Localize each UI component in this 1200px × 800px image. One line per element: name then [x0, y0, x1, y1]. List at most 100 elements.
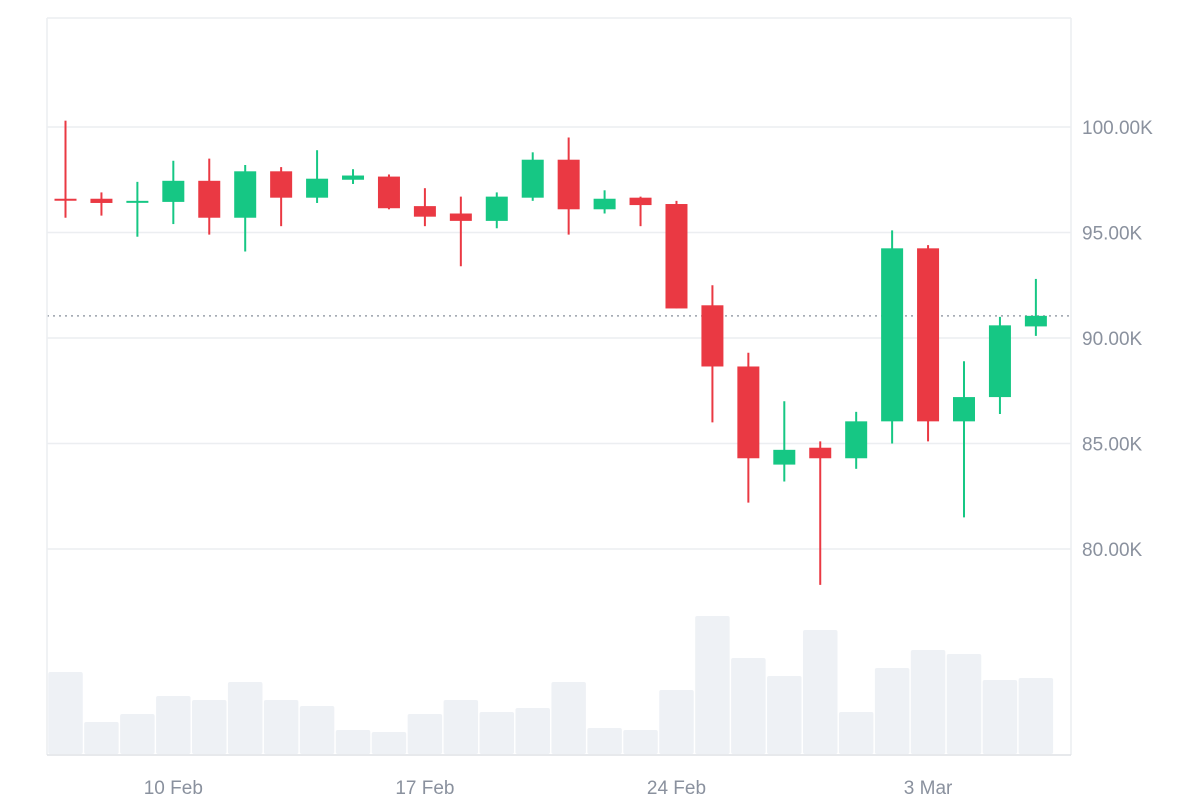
candle-body-up — [521, 159, 544, 198]
y-tick-label: 95.00K — [1082, 224, 1143, 245]
volume-bar — [515, 708, 550, 754]
candle — [413, 188, 436, 227]
volume-bar — [407, 714, 443, 754]
y-axis-labels: 80.00K 85.00K 90.00K 95.00K 100.00K — [1082, 118, 1153, 561]
volume-bar — [551, 682, 586, 754]
volume-bar — [227, 682, 263, 754]
candle-body-down — [737, 366, 760, 459]
x-tick-label: 10 Feb — [144, 778, 203, 799]
volume-bars — [48, 616, 1054, 754]
candle — [737, 352, 760, 503]
candle — [557, 137, 580, 235]
candle — [162, 160, 185, 225]
candle — [1024, 278, 1047, 336]
candle-body-down — [557, 159, 580, 210]
candle — [629, 196, 652, 227]
candle — [917, 245, 940, 442]
candle-body-up — [126, 200, 149, 203]
candle-body-down — [198, 180, 221, 218]
candle — [449, 196, 472, 267]
candle-body-down — [629, 197, 652, 206]
candle-body-down — [449, 213, 472, 221]
candle-body-down — [377, 176, 400, 209]
volume-bar — [731, 658, 766, 754]
candle — [988, 316, 1011, 414]
candle-body-down — [270, 171, 293, 198]
candle-body-up — [881, 248, 904, 422]
x-tick-label: 17 Feb — [395, 778, 454, 799]
x-axis-labels: 10 Feb 17 Feb 24 Feb 3 Mar — [144, 778, 953, 799]
candles — [54, 120, 1047, 585]
candle-body-down — [701, 305, 724, 367]
volume-bar — [946, 654, 982, 754]
volume-bar — [838, 712, 874, 754]
candle-body-down — [54, 198, 77, 201]
candle-body-up — [306, 178, 329, 198]
candle-body-up — [845, 421, 868, 459]
volume-bar — [695, 616, 730, 754]
candle-body-up — [1024, 315, 1047, 327]
candle — [665, 200, 688, 309]
volume-bar — [48, 672, 83, 754]
volume-bar — [1018, 678, 1054, 754]
candle-body-up — [485, 196, 508, 221]
candle-body-down — [917, 248, 940, 422]
candle — [485, 192, 508, 229]
candle — [881, 230, 904, 444]
candle-body-up — [162, 180, 185, 202]
candle — [126, 181, 149, 237]
volume-bar — [443, 700, 479, 754]
volume-bar — [767, 676, 802, 754]
candle — [54, 120, 77, 218]
candle-body-down — [665, 204, 688, 309]
volume-bar — [479, 712, 515, 754]
volume-bar — [335, 730, 371, 754]
candle — [270, 167, 293, 227]
volume-bar — [156, 696, 191, 754]
candle — [593, 190, 616, 214]
volume-bar — [623, 730, 658, 754]
plot-frame — [46, 17, 1072, 756]
volume-bar — [120, 714, 155, 754]
candle-body-up — [234, 171, 257, 218]
candle — [234, 164, 257, 252]
candle-body-up — [953, 397, 975, 422]
candle-body-up — [593, 198, 616, 210]
volume-bar — [910, 650, 946, 754]
candle — [845, 411, 868, 469]
volume-bar — [982, 680, 1018, 754]
candle — [90, 192, 113, 216]
candle-body-down — [413, 206, 436, 217]
x-tick-label: 3 Mar — [904, 778, 953, 799]
candle — [521, 152, 544, 201]
candle — [809, 441, 832, 585]
candle-body-down — [90, 198, 113, 203]
volume-bar — [192, 700, 227, 754]
volume-bar — [874, 668, 910, 754]
volume-bar — [371, 732, 407, 754]
candle — [342, 169, 365, 184]
x-tick-label: 24 Feb — [647, 778, 706, 799]
grid-lines — [47, 126, 1071, 550]
candle-body-up — [988, 325, 1011, 398]
volume-bar — [263, 700, 299, 754]
y-tick-label: 100.00K — [1082, 118, 1153, 139]
volume-bar — [659, 690, 694, 754]
y-tick-label: 80.00K — [1082, 540, 1143, 561]
y-tick-label: 85.00K — [1082, 435, 1143, 456]
candle-body-up — [773, 449, 796, 465]
candle — [701, 285, 724, 423]
candle — [377, 174, 400, 210]
candle-body-up — [342, 175, 365, 180]
volume-bar — [802, 630, 838, 754]
candle — [306, 150, 329, 203]
candle-body-down — [809, 447, 832, 459]
volume-bar — [299, 706, 335, 754]
candle — [953, 361, 975, 518]
volume-bar — [587, 728, 622, 754]
candle — [198, 158, 221, 235]
y-tick-label: 90.00K — [1082, 329, 1143, 350]
candle — [773, 401, 796, 482]
volume-bar — [84, 722, 119, 754]
